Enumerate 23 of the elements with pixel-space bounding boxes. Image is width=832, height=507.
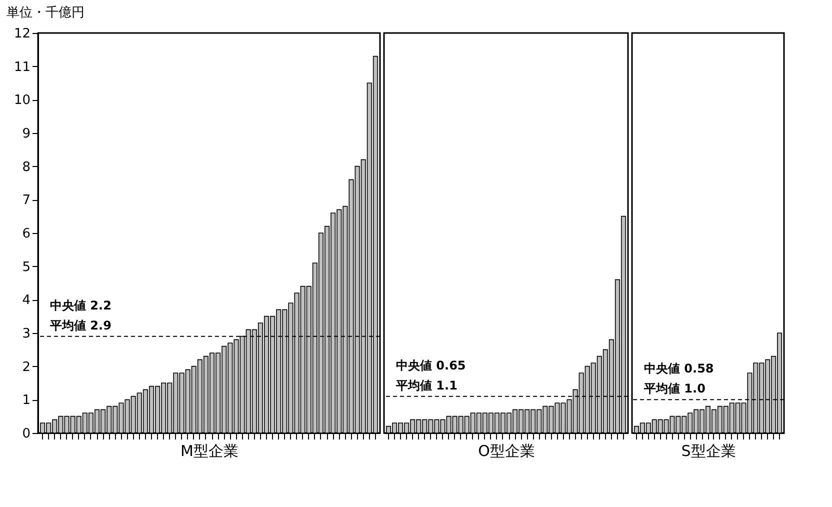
y-tick-label: 2 — [22, 360, 30, 375]
y-tick-label: 7 — [22, 193, 30, 208]
ref-line-label: 平均値 2.9 — [49, 318, 112, 332]
y-tick-label: 3 — [22, 326, 30, 342]
x-axis-title: O型企業 — [478, 442, 535, 460]
annotation: 中央値 0.58 — [644, 362, 714, 376]
y-tick-label: 6 — [22, 226, 30, 242]
y-axis-title: 単位・千億円 — [6, 6, 84, 20]
y-tick-label: 0 — [22, 426, 30, 442]
x-axis-title: M型企業 — [180, 442, 238, 460]
annotation: 中央値 2.2 — [50, 298, 112, 312]
ref-line-label: 平均値 1.0 — [643, 382, 706, 396]
ref-line-label: 平均値 1.1 — [395, 378, 458, 392]
y-tick-label: 10 — [14, 93, 30, 108]
y-tick-label: 9 — [22, 126, 30, 142]
y-tick-label: 11 — [14, 60, 30, 75]
y-tick-label: 12 — [14, 26, 30, 42]
annotation: 中央値 0.65 — [396, 358, 466, 372]
y-tick-label: 5 — [22, 260, 30, 275]
y-tick-label: 4 — [22, 293, 30, 308]
y-tick-label: 8 — [22, 160, 30, 175]
x-axis-title: S型企業 — [681, 442, 736, 460]
y-tick-label: 1 — [22, 393, 30, 408]
